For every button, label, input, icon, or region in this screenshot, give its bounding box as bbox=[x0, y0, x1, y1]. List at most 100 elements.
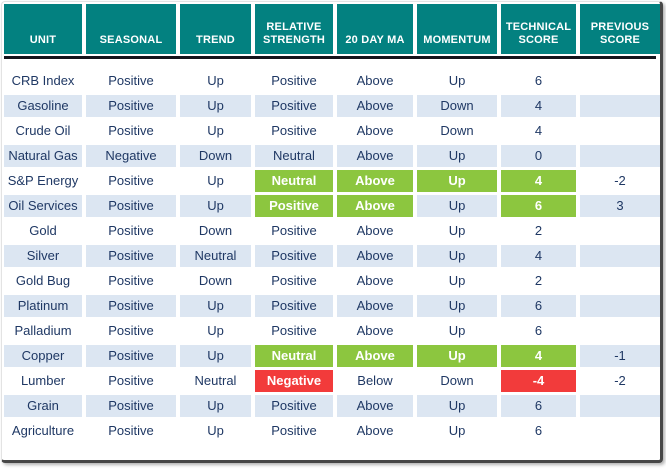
value-cell: Above bbox=[337, 95, 413, 117]
value-cell: Positive bbox=[86, 270, 176, 292]
unit-cell: S&P Energy bbox=[4, 170, 82, 192]
unit-cell: CRB Index bbox=[4, 70, 82, 92]
value-cell: Above bbox=[337, 420, 413, 442]
value-cell: Above bbox=[337, 195, 413, 217]
value-cell: 4 bbox=[501, 120, 576, 142]
value-cell: Up bbox=[417, 295, 497, 317]
unit-cell: Grain bbox=[4, 395, 82, 417]
table-row: CRB Index Positive Up Positive Above Up 6 bbox=[4, 70, 660, 92]
table-row: Gold Bug Positive Down Positive Above Up 2 bbox=[4, 270, 660, 292]
value-cell: Neutral bbox=[180, 245, 251, 267]
table-row: Gold Positive Down Positive Above Up 2 bbox=[4, 220, 660, 242]
value-cell: Up bbox=[180, 195, 251, 217]
unit-cell: Oil Services bbox=[4, 195, 82, 217]
value-cell: 3 bbox=[580, 195, 660, 217]
value-cell: Down bbox=[180, 220, 251, 242]
table-row: Gasoline Positive Up Positive Above Down 4 bbox=[4, 95, 660, 117]
column-header-technical-score: TECHNICAL SCORE bbox=[501, 4, 576, 54]
table-row: S&P Energy Positive Up Neutral Above Up 4 -2 bbox=[4, 170, 660, 192]
table-body: CRB Index Positive Up Positive Above Up 6 Gasol… bbox=[4, 70, 660, 442]
value-cell bbox=[580, 270, 660, 292]
unit-cell: Platinum bbox=[4, 295, 82, 317]
table-row: Lumber Positive Neutral Negative Below Down -4… bbox=[4, 370, 660, 392]
value-cell: -4 bbox=[501, 370, 576, 392]
value-cell: Positive bbox=[86, 345, 176, 367]
value-cell bbox=[580, 395, 660, 417]
unit-cell: Agriculture bbox=[4, 420, 82, 442]
value-cell bbox=[580, 145, 660, 167]
value-cell: Down bbox=[417, 370, 497, 392]
value-cell: 6 bbox=[501, 320, 576, 342]
value-cell: Up bbox=[180, 95, 251, 117]
value-cell: Positive bbox=[255, 220, 333, 242]
column-header-trend: TREND bbox=[180, 4, 251, 54]
value-cell: Neutral bbox=[255, 170, 333, 192]
value-cell: Up bbox=[417, 145, 497, 167]
value-cell bbox=[580, 295, 660, 317]
value-cell: Up bbox=[417, 345, 497, 367]
value-cell: Up bbox=[417, 245, 497, 267]
value-cell: 2 bbox=[501, 270, 576, 292]
value-cell: Positive bbox=[86, 195, 176, 217]
value-cell: Above bbox=[337, 270, 413, 292]
column-header-unit: UNIT bbox=[4, 4, 82, 54]
value-cell: Above bbox=[337, 245, 413, 267]
value-cell: Above bbox=[337, 170, 413, 192]
value-cell: Positive bbox=[255, 195, 333, 217]
value-cell: Positive bbox=[255, 245, 333, 267]
value-cell: -1 bbox=[580, 345, 660, 367]
unit-cell: Palladium bbox=[4, 320, 82, 342]
column-header-momentum: MOMENTUM bbox=[417, 4, 497, 54]
value-cell: Up bbox=[180, 395, 251, 417]
value-cell: Positive bbox=[255, 420, 333, 442]
value-cell: 6 bbox=[501, 420, 576, 442]
value-cell: Up bbox=[417, 170, 497, 192]
value-cell: Positive bbox=[86, 220, 176, 242]
value-cell: Positive bbox=[255, 95, 333, 117]
value-cell: Positive bbox=[86, 395, 176, 417]
unit-cell: Gasoline bbox=[4, 95, 82, 117]
value-cell: Up bbox=[417, 195, 497, 217]
value-cell: 6 bbox=[501, 395, 576, 417]
value-cell: Up bbox=[417, 395, 497, 417]
table-row: Oil Services Positive Up Positive Above Up 6 3 bbox=[4, 195, 660, 217]
value-cell: Above bbox=[337, 345, 413, 367]
value-cell: Above bbox=[337, 320, 413, 342]
value-cell: 0 bbox=[501, 145, 576, 167]
table-row: Platinum Positive Up Positive Above Up 6 bbox=[4, 295, 660, 317]
value-cell bbox=[580, 95, 660, 117]
value-cell: Positive bbox=[86, 170, 176, 192]
column-header-relative-strength: RELATIVE STRENGTH bbox=[255, 4, 333, 54]
table-header-row: UNIT SEASONAL TREND RELATIVE STRENGTH 20… bbox=[4, 4, 660, 54]
value-cell: Positive bbox=[255, 70, 333, 92]
table-row: Crude Oil Positive Up Positive Above Down 4 bbox=[4, 120, 660, 142]
unit-cell: Lumber bbox=[4, 370, 82, 392]
table-row: Natural Gas Negative Down Neutral Above Up 0 bbox=[4, 145, 660, 167]
value-cell: 4 bbox=[501, 95, 576, 117]
value-cell: 6 bbox=[501, 195, 576, 217]
value-cell: Up bbox=[180, 320, 251, 342]
value-cell: Above bbox=[337, 145, 413, 167]
value-cell: Up bbox=[417, 270, 497, 292]
value-cell: Down bbox=[180, 270, 251, 292]
value-cell: Up bbox=[180, 295, 251, 317]
value-cell: Down bbox=[417, 95, 497, 117]
bottom-spacer bbox=[4, 445, 660, 460]
table-row: Silver Positive Neutral Positive Above Up 4 bbox=[4, 245, 660, 267]
value-cell: Positive bbox=[255, 320, 333, 342]
column-header-seasonal: SEASONAL bbox=[86, 4, 176, 54]
value-cell: Positive bbox=[86, 370, 176, 392]
value-cell: Above bbox=[337, 120, 413, 142]
value-cell: Positive bbox=[255, 395, 333, 417]
value-cell: 4 bbox=[501, 345, 576, 367]
value-cell: 6 bbox=[501, 295, 576, 317]
unit-cell: Gold bbox=[4, 220, 82, 242]
value-cell: Below bbox=[337, 370, 413, 392]
value-cell: Down bbox=[417, 120, 497, 142]
value-cell: Positive bbox=[255, 120, 333, 142]
table-row: Copper Positive Up Neutral Above Up 4 -1 bbox=[4, 345, 660, 367]
table-row: Grain Positive Up Positive Above Up 6 bbox=[4, 395, 660, 417]
value-cell: Neutral bbox=[180, 370, 251, 392]
value-cell: Up bbox=[417, 70, 497, 92]
